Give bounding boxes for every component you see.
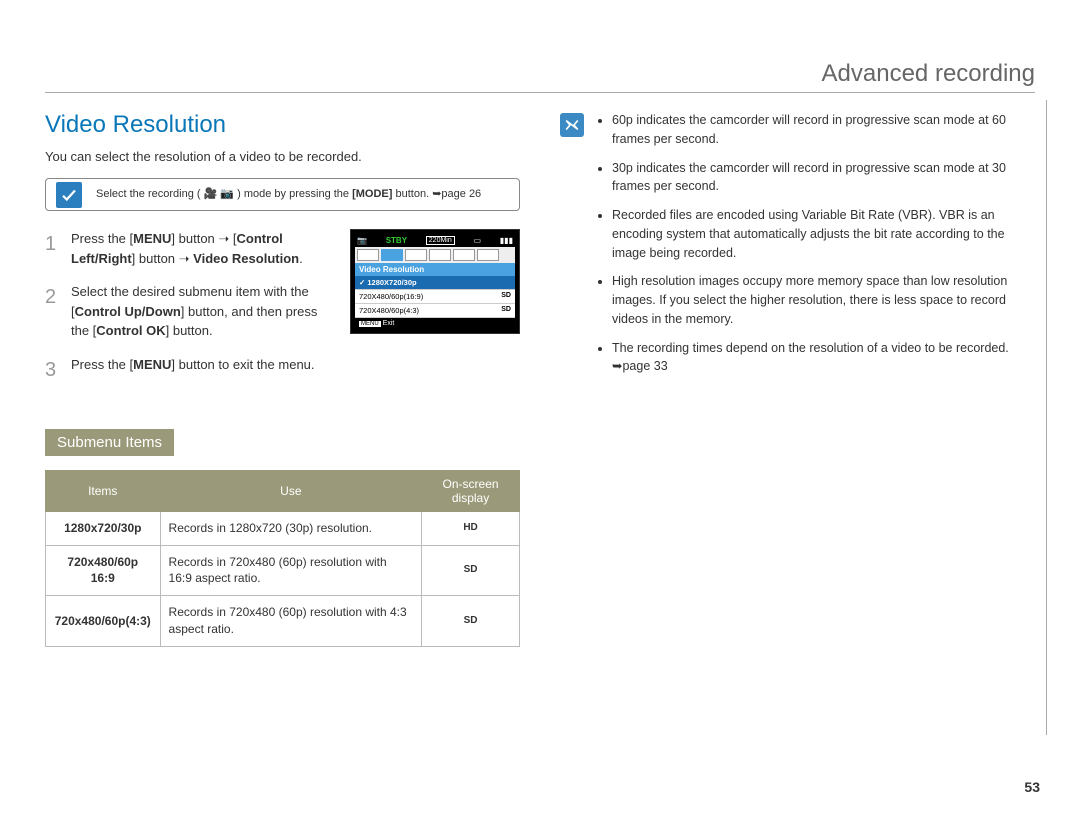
battery-icon: ▮▮▮ xyxy=(500,236,513,245)
menu-tabs xyxy=(355,247,515,263)
rec-icon: 📷 xyxy=(357,236,367,245)
info-bullet: 30p indicates the camcorder will record … xyxy=(612,159,1035,197)
info-bullet: 60p indicates the camcorder will record … xyxy=(612,111,1035,149)
menu-option-selected: ✓ 1280X720/30p xyxy=(355,276,515,290)
menu-exit: MENUExit xyxy=(355,318,515,329)
card-icon: ▭ xyxy=(473,236,481,245)
info-icon xyxy=(560,113,584,137)
step-3: 3 Press the [MENU] button to exit the me… xyxy=(45,355,336,385)
hd-badge: HD xyxy=(422,511,520,545)
info-list: 60p indicates the camcorder will record … xyxy=(594,111,1035,386)
step-2: 2 Select the desired submenu item with t… xyxy=(45,282,336,341)
submenu-table: Items Use On-screen display 1280x720/30p… xyxy=(45,470,520,647)
note-text-post: ) mode by pressing the xyxy=(237,188,352,200)
col-use: Use xyxy=(160,470,422,511)
menu-option: 720X480/60p(4:3)SD xyxy=(355,304,515,318)
info-bullet: High resolution images occupy more memor… xyxy=(612,272,1035,328)
sd-badge: SD xyxy=(422,596,520,647)
step-num: 2 xyxy=(45,282,61,341)
step-num: 3 xyxy=(45,355,61,385)
page-number: 53 xyxy=(1024,779,1040,795)
time-remaining: 220Min xyxy=(426,236,455,245)
mode-icons: 🎥 📷 xyxy=(204,188,234,200)
step-num: 1 xyxy=(45,229,61,268)
intro-text: You can select the resolution of a video… xyxy=(45,149,520,164)
page-rule xyxy=(1046,100,1047,735)
section-title: Video Resolution xyxy=(45,111,520,139)
menu-option: 720X480/60p(16:9)SD xyxy=(355,290,515,304)
sd-badge: SD xyxy=(422,545,520,596)
mode-label: MODE xyxy=(356,188,389,200)
note-text-pre: Select the recording ( xyxy=(96,188,204,200)
note-tail: button. ➥page 26 xyxy=(396,188,482,200)
stby-label: STBY xyxy=(386,236,407,245)
lcd-screenshot: 📷 STBY 220Min ▭ ▮▮▮ Video Resolution ✓ 1… xyxy=(350,229,520,334)
table-row: 720x480/60p 16:9 Records in 720x480 (60p… xyxy=(46,545,520,596)
step-1: 1 Press the [MENU] button ➝ [Control Lef… xyxy=(45,229,336,268)
check-icon xyxy=(56,182,82,208)
col-display: On-screen display xyxy=(422,470,520,511)
note-box: Select the recording ( 🎥 📷 ) mode by pre… xyxy=(45,178,520,211)
col-items: Items xyxy=(46,470,161,511)
chapter-title: Advanced recording xyxy=(45,60,1035,93)
submenu-header: Submenu Items xyxy=(45,429,174,456)
info-bullet: The recording times depend on the resolu… xyxy=(612,339,1035,377)
menu-title: Video Resolution xyxy=(355,263,515,276)
table-row: 720x480/60p(4:3) Records in 720x480 (60p… xyxy=(46,596,520,647)
info-bullet: Recorded files are encoded using Variabl… xyxy=(612,206,1035,262)
table-row: 1280x720/30p Records in 1280x720 (30p) r… xyxy=(46,511,520,545)
